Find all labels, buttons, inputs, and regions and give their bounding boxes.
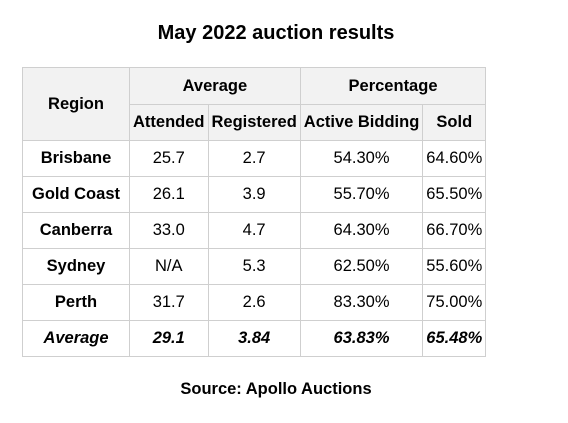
average-sold-cell: 65.48% bbox=[422, 320, 487, 357]
auction-results-table: Region Average Percentage Attended Regis… bbox=[22, 67, 487, 357]
active-bidding-cell: 54.30% bbox=[299, 140, 424, 177]
region-cell: Gold Coast bbox=[22, 176, 130, 213]
registered-cell: 4.7 bbox=[207, 212, 301, 249]
sold-cell: 65.50% bbox=[422, 176, 487, 213]
sold-cell: 66.70% bbox=[422, 212, 487, 249]
active-bidding-header: Active Bidding bbox=[299, 104, 424, 141]
region-cell: Sydney bbox=[22, 248, 130, 285]
sold-cell: 75.00% bbox=[422, 284, 487, 321]
registered-cell: 2.6 bbox=[207, 284, 301, 321]
region-cell: Canberra bbox=[22, 212, 130, 249]
registered-header: Registered bbox=[207, 104, 301, 141]
header-row-columns: Attended Registered Active Bidding Sold bbox=[23, 104, 487, 141]
registered-cell: 5.3 bbox=[207, 248, 301, 285]
attended-cell: 31.7 bbox=[129, 284, 209, 321]
attended-cell: 25.7 bbox=[129, 140, 209, 177]
attended-cell: 26.1 bbox=[129, 176, 209, 213]
active-bidding-cell: 83.30% bbox=[299, 284, 424, 321]
active-bidding-cell: 62.50% bbox=[299, 248, 424, 285]
sold-cell: 55.60% bbox=[422, 248, 487, 285]
sold-header: Sold bbox=[422, 104, 487, 141]
percentage-group-header: Percentage bbox=[299, 67, 487, 105]
active-bidding-cell: 55.70% bbox=[299, 176, 424, 213]
table-title: May 2022 auction results bbox=[157, 22, 395, 44]
table-row: Sydney N/A 5.3 62.50% 55.60% bbox=[22, 248, 487, 285]
source-note: Source: Apollo Auctions bbox=[180, 380, 372, 398]
average-registered-cell: 3.84 bbox=[207, 320, 301, 357]
registered-cell: 2.7 bbox=[207, 140, 301, 177]
region-cell: Perth bbox=[22, 284, 130, 321]
region-header: Region bbox=[22, 67, 130, 141]
table-row: Gold Coast 26.1 3.9 55.70% 65.50% bbox=[22, 176, 487, 213]
attended-cell: 33.0 bbox=[129, 212, 209, 249]
table-row: Brisbane 25.7 2.7 54.30% 64.60% bbox=[22, 140, 487, 177]
attended-header: Attended bbox=[129, 104, 209, 141]
average-label-cell: Average bbox=[22, 320, 130, 357]
registered-cell: 3.9 bbox=[207, 176, 301, 213]
attended-cell: N/A bbox=[129, 248, 209, 285]
average-active-bidding-cell: 63.83% bbox=[299, 320, 424, 357]
table-row: Perth 31.7 2.6 83.30% 75.00% bbox=[22, 284, 487, 321]
average-group-header: Average bbox=[129, 67, 301, 105]
header-row-group: Region Average Percentage bbox=[22, 67, 487, 141]
average-row: Average 29.1 3.84 63.83% 65.48% bbox=[22, 320, 487, 357]
sold-cell: 64.60% bbox=[422, 140, 487, 177]
table-row: Canberra 33.0 4.7 64.30% 66.70% bbox=[22, 212, 487, 249]
active-bidding-cell: 64.30% bbox=[299, 212, 424, 249]
region-cell: Brisbane bbox=[22, 140, 130, 177]
average-attended-cell: 29.1 bbox=[129, 320, 209, 357]
